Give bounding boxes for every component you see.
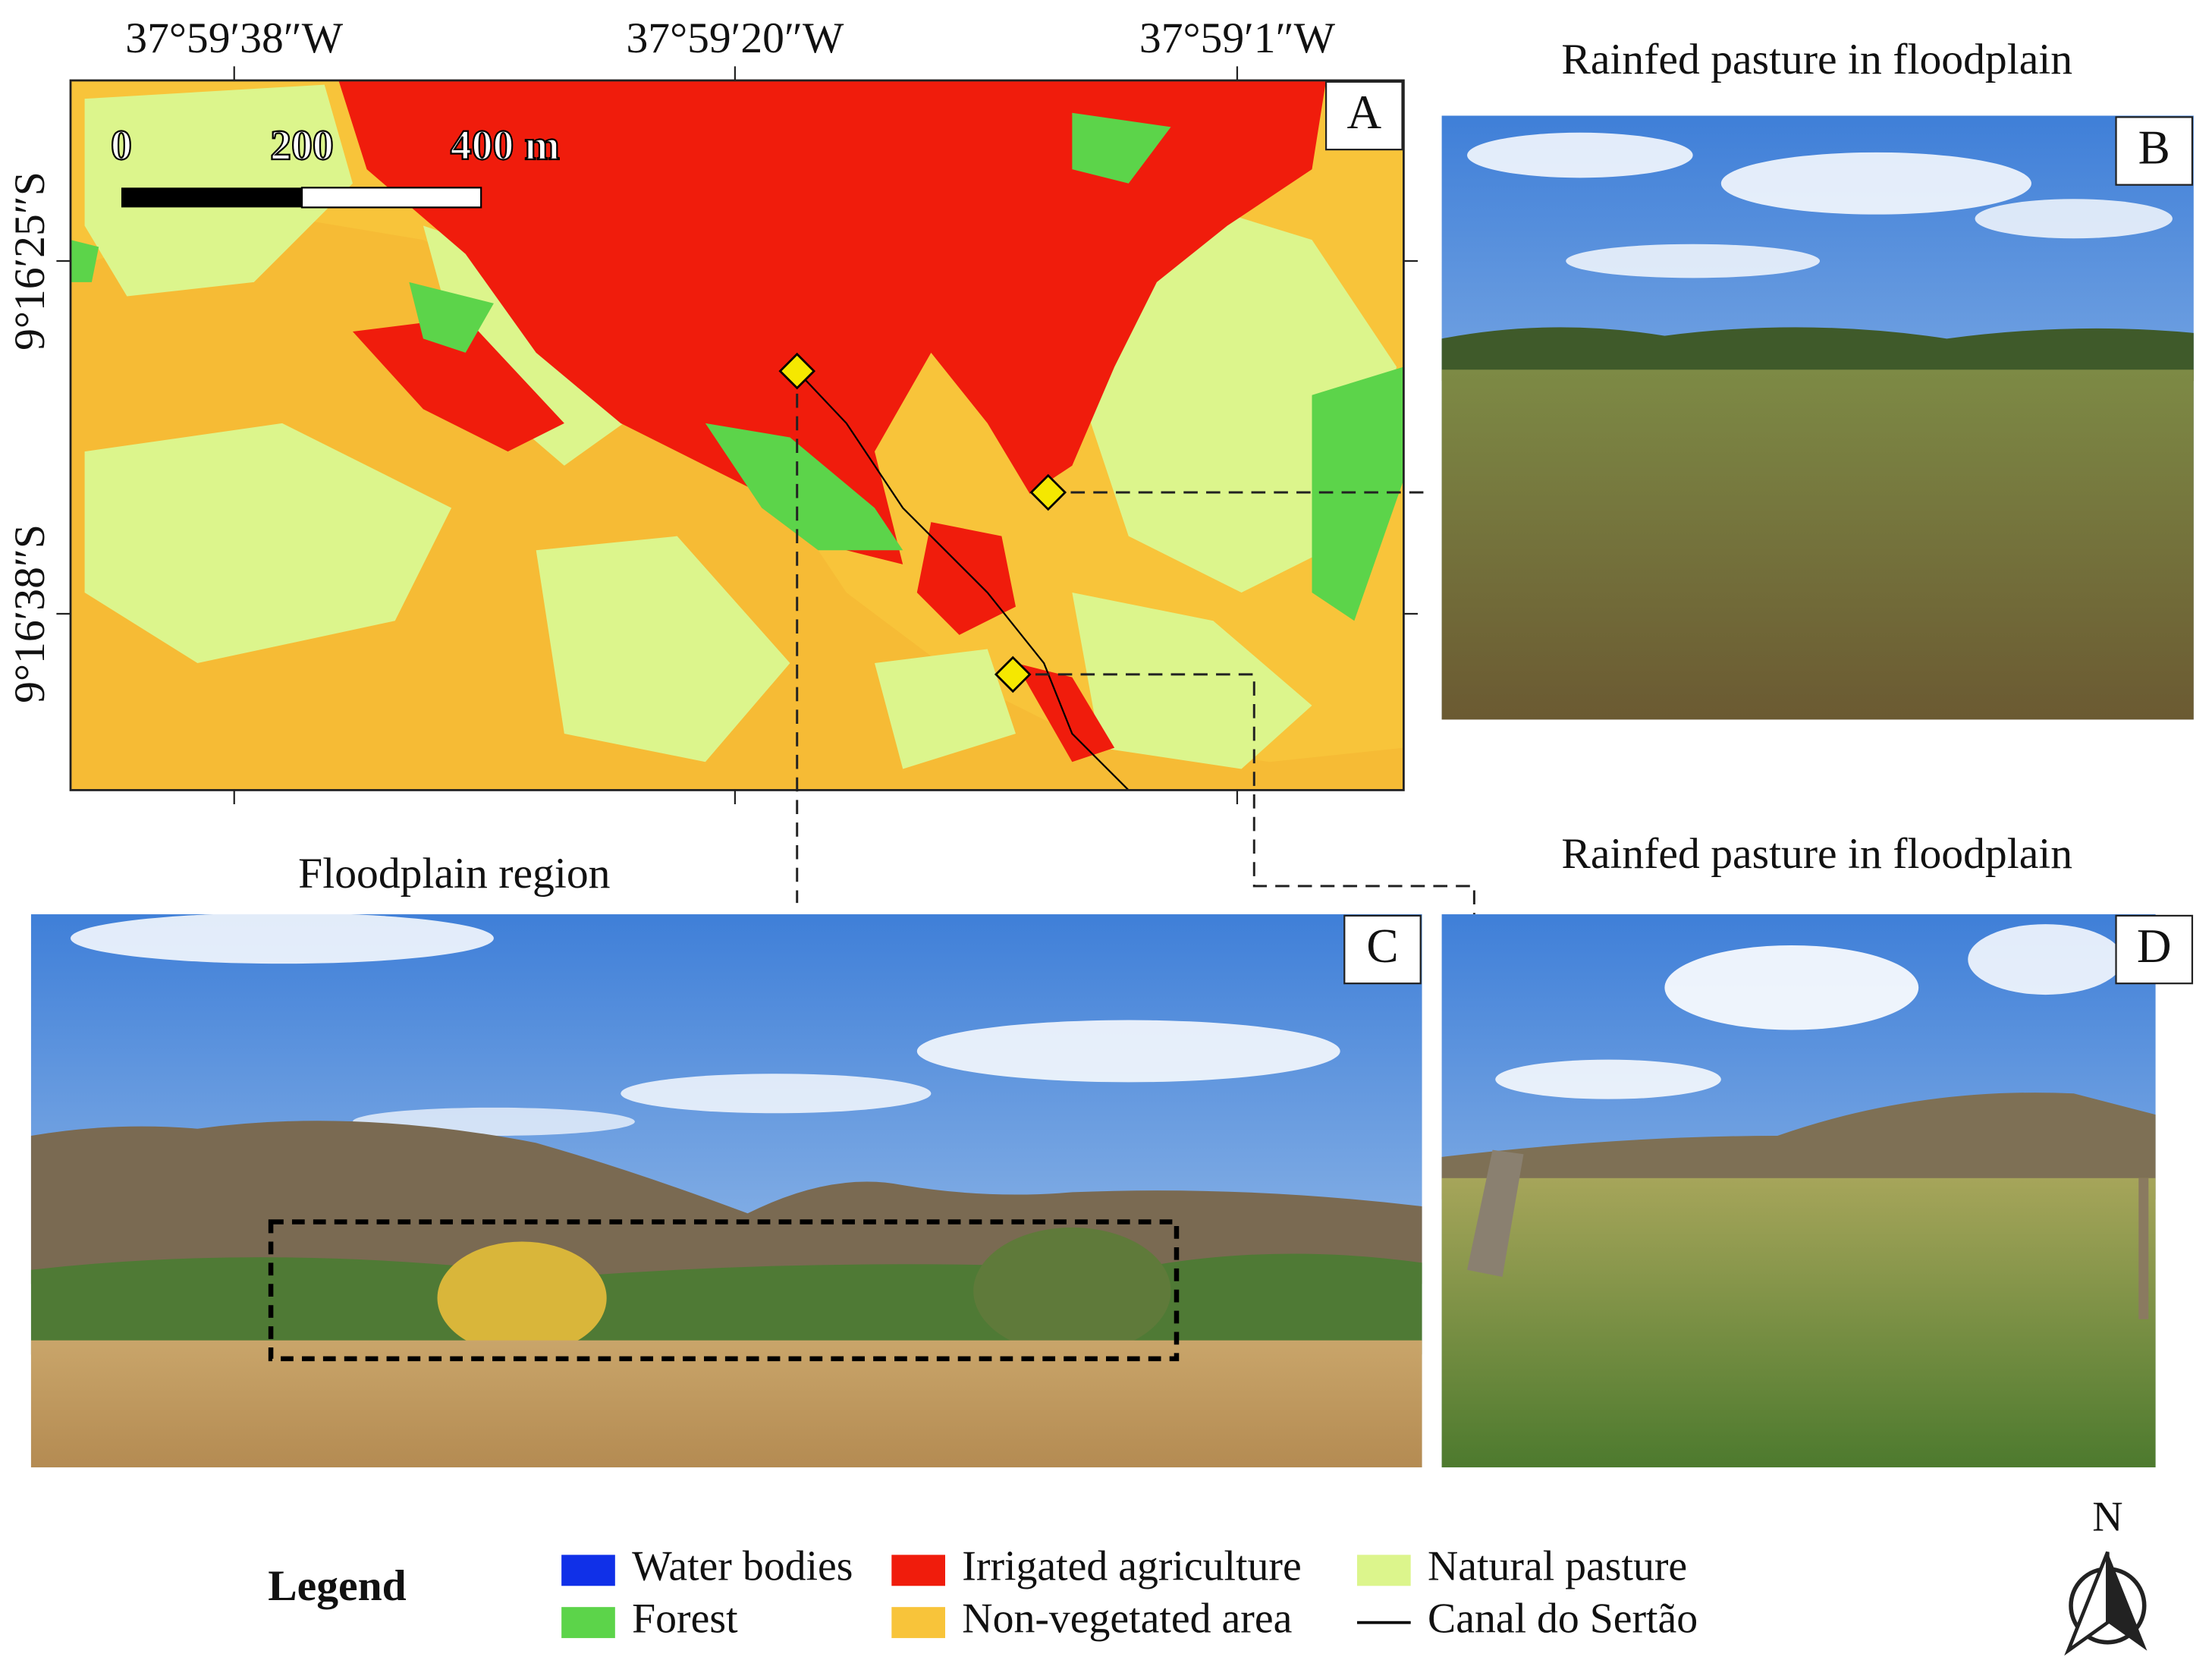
fence-post bbox=[2138, 1178, 2149, 1319]
legend-label: Irrigated agriculture bbox=[962, 1543, 1301, 1590]
scale-segment bbox=[300, 187, 482, 209]
cloud bbox=[1720, 152, 2031, 215]
photo-ground bbox=[30, 1340, 1422, 1468]
legend-label: Non-vegetated area bbox=[962, 1595, 1292, 1642]
legend: Water bodies Forest Irrigated agriculture N… bbox=[561, 1543, 1698, 1642]
north-label: N bbox=[2092, 1494, 2122, 1541]
photo-title: Floodplain region bbox=[298, 850, 610, 898]
photo: B bbox=[1441, 115, 2194, 720]
highlight-box bbox=[268, 1219, 1180, 1362]
map-ticks bbox=[56, 66, 1418, 805]
scale-bar: 0 200 400 m bbox=[110, 121, 561, 209]
cloud bbox=[1495, 1059, 1721, 1099]
panel-label-box bbox=[2115, 914, 2194, 985]
panel-label: C bbox=[1366, 920, 1398, 973]
panel-label: B bbox=[2138, 121, 2170, 174]
lat-label: 9°16′38″S bbox=[6, 524, 54, 703]
legend-label: Water bodies bbox=[632, 1543, 853, 1590]
photo-point bbox=[778, 352, 816, 390]
photo: C bbox=[30, 913, 1422, 1468]
legend-swatch bbox=[1357, 1555, 1411, 1586]
cloud bbox=[1664, 945, 1919, 1030]
lon-label: 37°59′38″W bbox=[125, 14, 344, 62]
scale-label: 0 bbox=[111, 122, 132, 169]
legend-swatch bbox=[891, 1555, 945, 1586]
photo-point bbox=[1029, 473, 1067, 511]
scale-label: 200 bbox=[270, 122, 334, 169]
tree-line bbox=[1441, 327, 2194, 382]
north-half bbox=[2107, 1552, 2148, 1651]
photo-title: Rainfed pasture in floodplain bbox=[1561, 830, 2072, 878]
hills bbox=[1441, 1093, 2156, 1200]
photo-ground bbox=[1441, 1178, 2156, 1468]
legend-title: Legend bbox=[268, 1562, 406, 1610]
cloud bbox=[916, 1020, 1340, 1083]
panel-label: D bbox=[2137, 920, 2172, 973]
photo: D bbox=[1441, 914, 2194, 1468]
north-half bbox=[2064, 1551, 2110, 1656]
cloud bbox=[1975, 199, 2173, 239]
cloud bbox=[1467, 132, 1693, 178]
scale-label: 400 m bbox=[451, 122, 560, 169]
tree bbox=[973, 1227, 1171, 1355]
lon-label: 37°59′1″W bbox=[1139, 14, 1336, 62]
legend-label: Forest bbox=[632, 1595, 738, 1642]
lon-label: 37°59′20″W bbox=[626, 14, 844, 62]
legend-swatch bbox=[561, 1555, 615, 1586]
panel-label: A bbox=[1346, 86, 1381, 139]
photo-title: Rainfed pasture in floodplain bbox=[1561, 36, 2072, 83]
panel-label-box bbox=[1343, 914, 1422, 985]
north-arrow: N bbox=[2064, 1494, 2148, 1656]
cloud bbox=[1968, 924, 2123, 995]
canal bbox=[796, 370, 1130, 791]
legend-swatch bbox=[891, 1607, 945, 1639]
panel-label-box bbox=[1324, 80, 1403, 151]
photo-point bbox=[994, 656, 1032, 693]
cloud bbox=[621, 1074, 932, 1114]
panel-label-box bbox=[2115, 116, 2194, 186]
tree bbox=[437, 1241, 607, 1355]
map-frame bbox=[69, 79, 1405, 791]
land-use-map bbox=[71, 80, 1404, 791]
trees bbox=[30, 1253, 1422, 1355]
photo-ground bbox=[1441, 369, 2194, 720]
cloud bbox=[1566, 244, 1820, 278]
scale-segment bbox=[121, 187, 302, 208]
legend-label: Canal do Sertão bbox=[1428, 1595, 1698, 1642]
legend-swatch bbox=[561, 1607, 615, 1639]
connector bbox=[1013, 673, 1475, 915]
map-area bbox=[338, 80, 1327, 762]
lat-label: 9°16′25″S bbox=[6, 171, 54, 351]
cloud bbox=[71, 913, 494, 964]
legend-label: Natural pasture bbox=[1428, 1543, 1687, 1590]
fence-post bbox=[1467, 1149, 1524, 1277]
